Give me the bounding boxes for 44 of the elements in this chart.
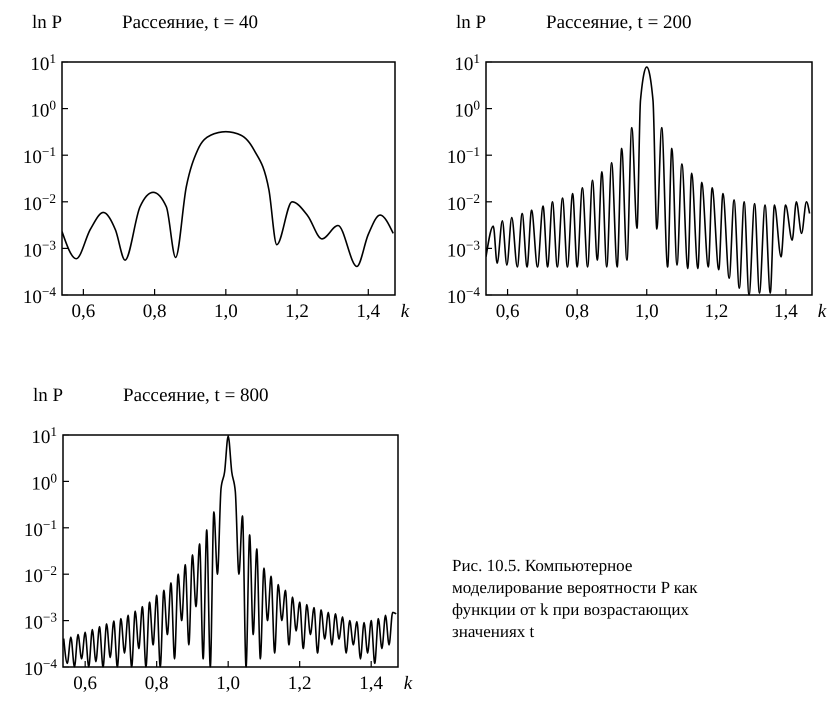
- x-tick-label: 1,0: [634, 301, 659, 322]
- x-tick-label: 0,6: [496, 301, 520, 322]
- y-tick-label: 10$^{0}$: [31, 470, 58, 494]
- x-tick-label: 1,2: [704, 301, 728, 322]
- line-series: [63, 435, 398, 668]
- chart-title: Рассеяние, t = 40: [122, 12, 258, 33]
- x-axis-title: k: [818, 301, 827, 322]
- x-tick-label: 1,2: [285, 301, 309, 322]
- y-tick-label: 10$^{−4}$: [22, 284, 56, 308]
- x-axis-title: k: [400, 301, 410, 322]
- x-tick-label: 1,0: [214, 301, 238, 322]
- x-tick-label: 1,4: [359, 673, 384, 694]
- y-tick-label: 10$^{1}$: [31, 424, 57, 448]
- y-tick-label: 10$^{−1}$: [22, 144, 56, 168]
- text: Рис. 10.5. Компьютерное моделирование вероятности P как функции от k при возрастающих значениях t: [452, 556, 698, 641]
- chart-title: Рассеяние, t = 800: [123, 385, 269, 406]
- y-tick-label: 10$^{−3}$: [24, 609, 58, 634]
- x-tick-label: 0,8: [142, 301, 166, 322]
- y-tick-label: 10$^{0}$: [454, 97, 480, 122]
- x-tick-label: 0,6: [73, 673, 98, 694]
- y-tick-label: 10$^{−4}$: [24, 656, 58, 680]
- y-tick-label: 10$^{1}$: [454, 50, 480, 75]
- y-tick-label: 10$^{−1}$: [446, 144, 480, 168]
- chart-title: Рассеяние, t = 200: [546, 12, 692, 33]
- y-tick-label: 10$^{0}$: [30, 97, 56, 122]
- x-tick-label: 1,4: [356, 301, 381, 322]
- x-tick-label: 1,4: [774, 301, 798, 322]
- y-tick-label: 10$^{−2}$: [22, 190, 56, 215]
- x-tick-label: 0,8: [565, 301, 590, 322]
- x-tick-label: 1,2: [288, 673, 312, 694]
- x-tick-label: 0,6: [71, 301, 96, 322]
- y-tick-label: 10$^{−2}$: [446, 190, 480, 215]
- y-axis-title: ln P: [32, 12, 62, 33]
- y-axis-title: ln P: [33, 385, 64, 406]
- y-tick-label: 10$^{−4}$: [446, 284, 480, 308]
- x-tick-label: 1,0: [216, 673, 240, 694]
- x-axis-title: k: [404, 673, 413, 694]
- y-tick-label: 10$^{1}$: [30, 50, 56, 75]
- x-tick-label: 0,8: [144, 673, 169, 694]
- y-tick-label: 10$^{−3}$: [446, 236, 480, 262]
- y-axis-title: ln P: [456, 12, 486, 33]
- y-tick-label: 10$^{−1}$: [24, 516, 57, 541]
- y-tick-label: 10$^{−2}$: [24, 562, 57, 588]
- y-tick-label: 10$^{−3}$: [22, 236, 56, 262]
